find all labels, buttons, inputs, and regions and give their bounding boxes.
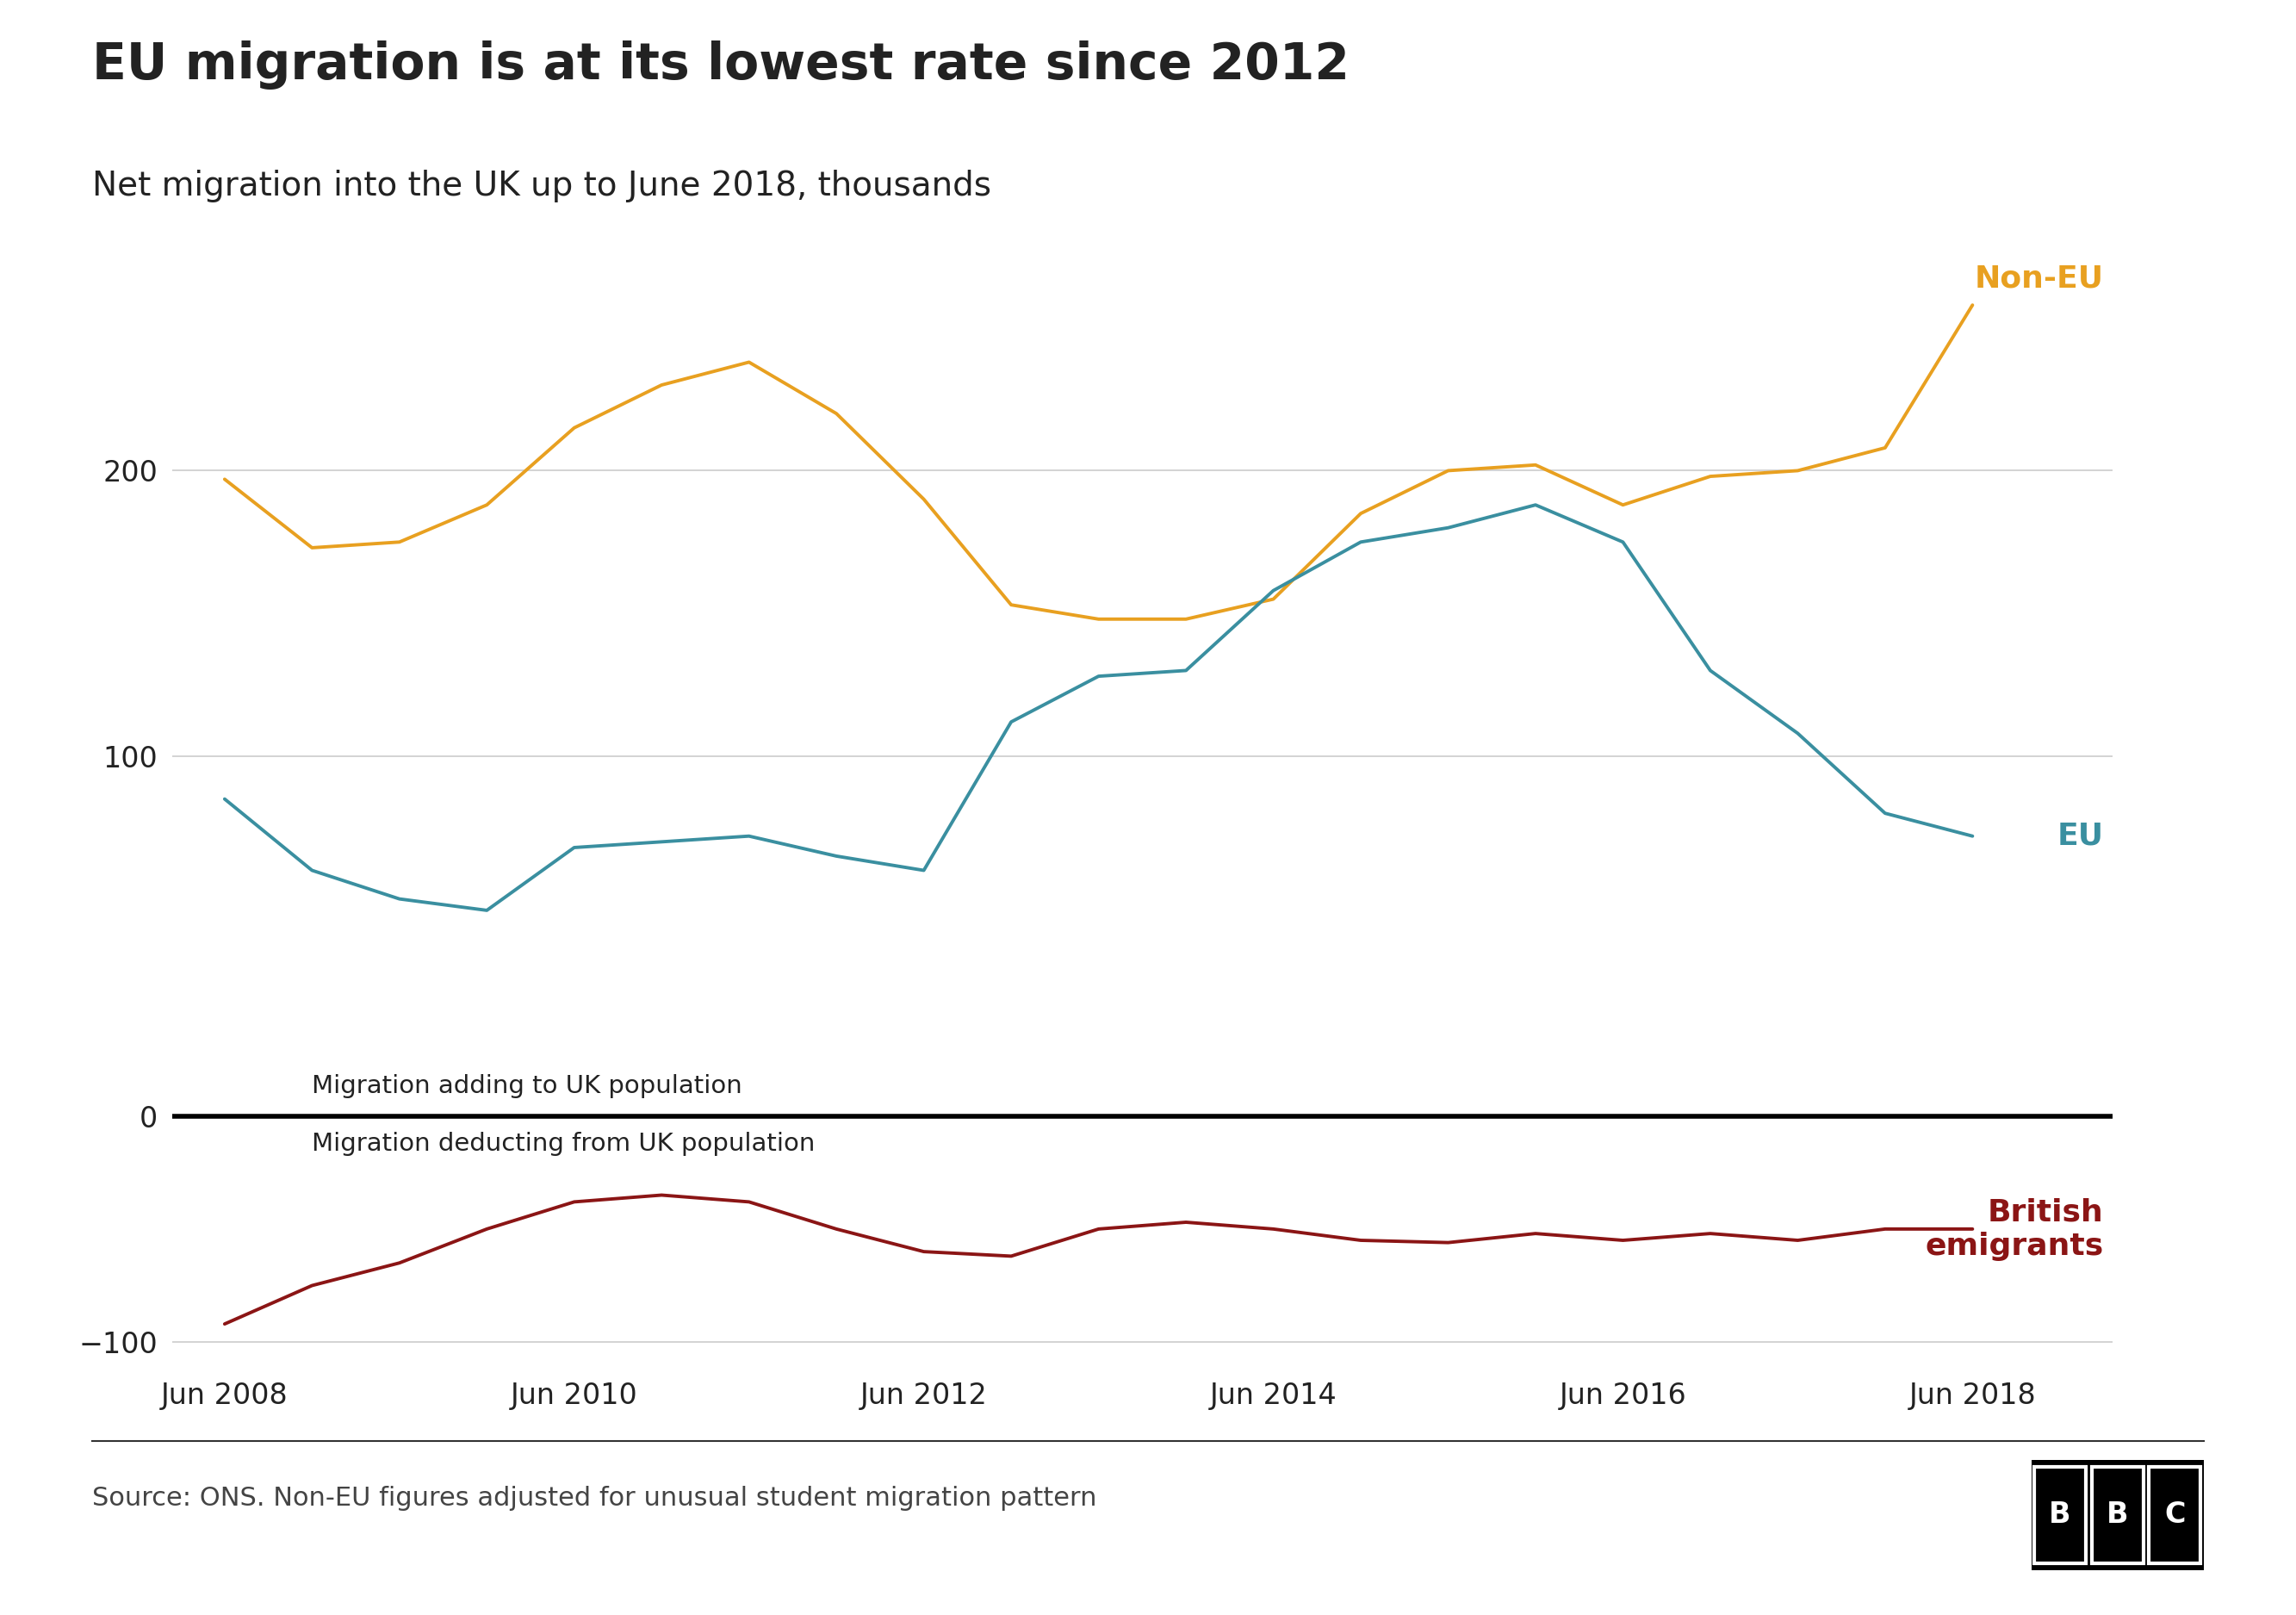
Text: Source: ONS. Non-EU figures adjusted for unusual student migration pattern: Source: ONS. Non-EU figures adjusted for… [92, 1486, 1097, 1512]
Text: EU migration is at its lowest rate since 2012: EU migration is at its lowest rate since… [92, 40, 1350, 89]
Bar [2149, 1466, 2202, 1563]
Text: EU: EU [2057, 822, 2103, 851]
Text: Non-EU: Non-EU [1975, 265, 2103, 294]
Text: C: C [2165, 1500, 2186, 1529]
Bar [2034, 1466, 2087, 1563]
Text: Migration deducting from UK population: Migration deducting from UK population [312, 1132, 815, 1156]
Text: Net migration into the UK up to June 2018, thousands: Net migration into the UK up to June 201… [92, 170, 992, 202]
Text: Migration adding to UK population: Migration adding to UK population [312, 1074, 742, 1098]
Text: B: B [2048, 1500, 2071, 1529]
Text: B: B [2105, 1500, 2128, 1529]
Text: British
emigrants: British emigrants [1924, 1197, 2103, 1261]
Bar [2092, 1466, 2144, 1563]
